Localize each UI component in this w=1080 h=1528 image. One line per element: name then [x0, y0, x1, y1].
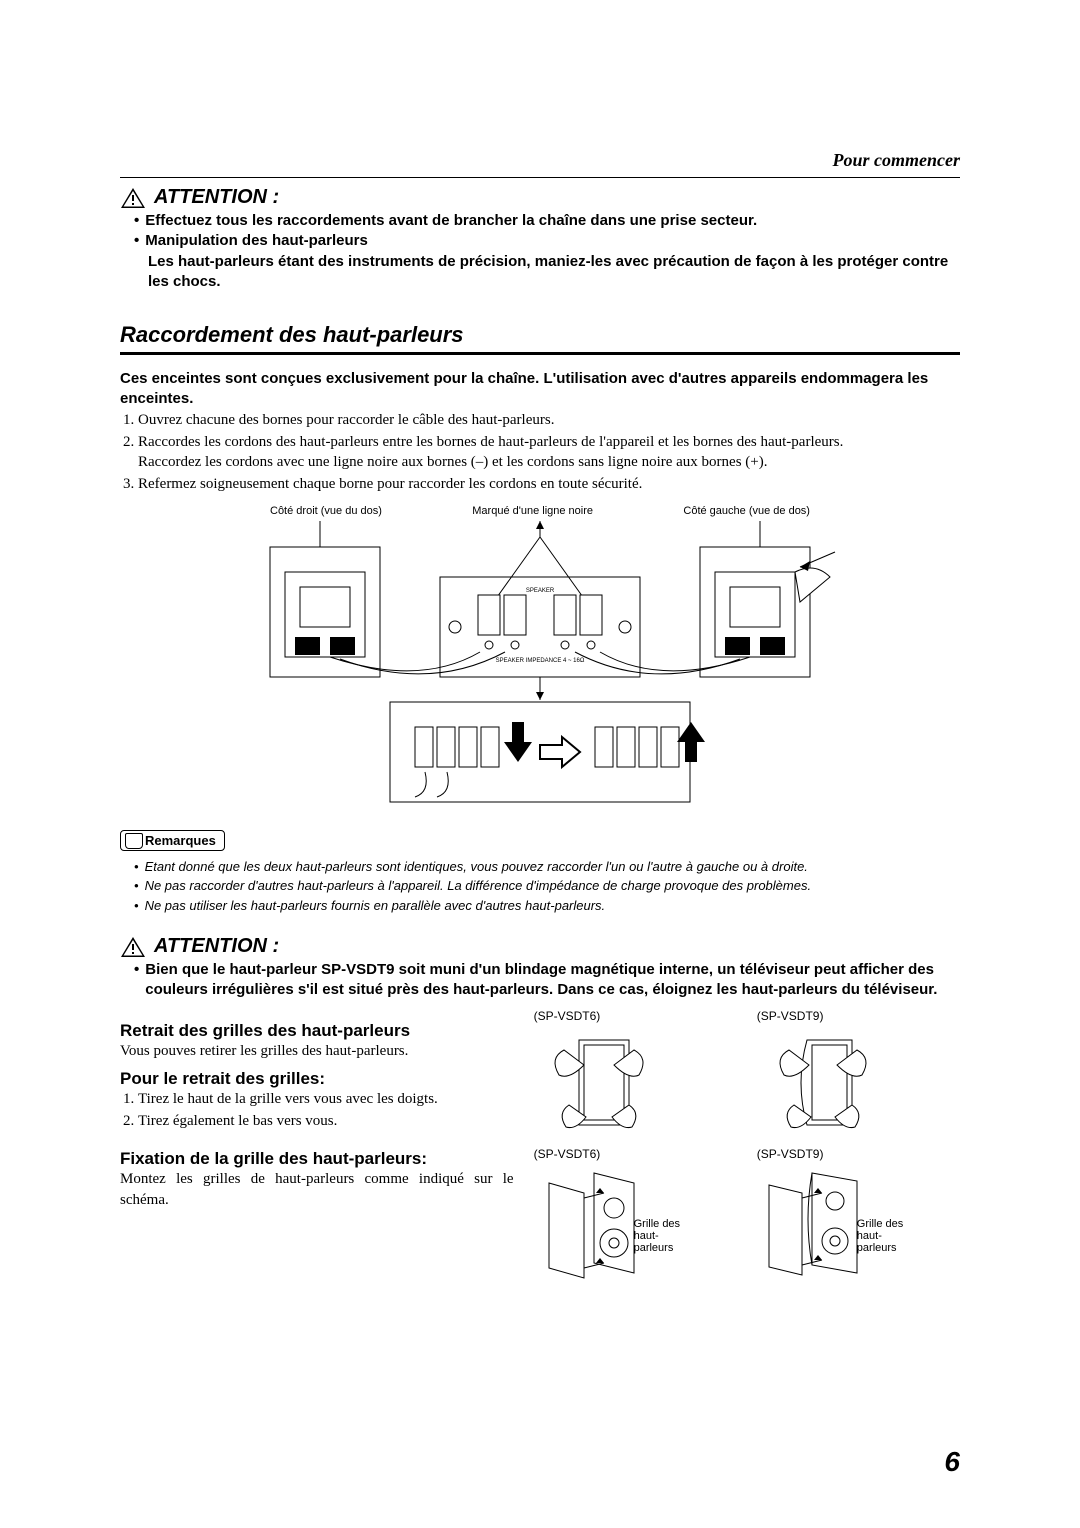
fig-attach-t9: Grille des haut-parleurs [757, 1163, 907, 1273]
attention-heading-1: ATTENTION : [120, 186, 960, 209]
diagram-label-mid: Marqué d'une ligne noire [472, 505, 593, 517]
grille-caption-1: Grille des haut-parleurs [634, 1218, 684, 1254]
fig-label-t6-2: (SP-VSDT6) [534, 1147, 737, 1161]
fixation-text: Montez les grilles de haut-parleurs comm… [120, 1169, 514, 1210]
attention-heading-2: ATTENTION : [120, 935, 960, 958]
divider-thin [120, 177, 960, 178]
svg-text:SPEAKER: SPEAKER [526, 588, 555, 594]
retrait-step-2: Tirez également le bas vers vous. [138, 1111, 514, 1131]
impedance-text: SPEAKER IMPEDANCE 4 ~ 16Ω [496, 658, 585, 664]
attention1-bullet-2: Manipulation des haut-parleurs [134, 231, 960, 251]
retrait-text: Vous pouves retirer les grilles des haut… [120, 1041, 514, 1061]
raccordement-intro: Ces enceintes sont conçues exclusivement… [120, 369, 960, 410]
attention2-text: Bien que le haut-parleur SP-VSDT9 soit m… [134, 960, 960, 1001]
section-header: Pour commencer [120, 150, 960, 171]
diagram-label-right: Côté gauche (vue de dos) [683, 505, 810, 517]
figure-grid: (SP-VSDT6) (SP-VSDT9) [534, 1009, 960, 1273]
retrait-step-1: Tirez le haut de la grille vers vous ave… [138, 1089, 514, 1109]
fig-remove-t9 [757, 1025, 907, 1135]
connection-diagram: Côté droit (vue du dos) Marqué d'une lig… [240, 505, 840, 812]
divider-thick [120, 352, 960, 355]
warning-icon [120, 936, 146, 958]
warning-icon [120, 187, 146, 209]
remarque-2: Ne pas raccorder d'autres haut-parleurs … [134, 876, 960, 896]
remarques-notes: Etant donné que les deux haut-parleurs s… [134, 857, 960, 916]
remarque-3: Ne pas utiliser les haut-parleurs fourni… [134, 896, 960, 916]
fig-label-t9-1: (SP-VSDT9) [757, 1009, 960, 1023]
page-number: 6 [944, 1446, 960, 1478]
grille-caption-2: Grille des haut-parleurs [857, 1218, 907, 1254]
step-3: Refermez soigneusement chaque borne pour… [138, 474, 960, 494]
retrait-steps: Tirez le haut de la grille vers vous ave… [138, 1089, 514, 1132]
diagram-label-left: Côté droit (vue du dos) [270, 505, 382, 517]
remarques-badge: Remarques [120, 830, 225, 851]
retrait-title: Retrait des grilles des haut-parleurs [120, 1021, 514, 1041]
step-1: Ouvrez chacune des bornes pour raccorder… [138, 410, 960, 430]
fig-label-t9-2: (SP-VSDT9) [757, 1147, 960, 1161]
fig-label-t6-1: (SP-VSDT6) [534, 1009, 737, 1023]
attention1-bullet-1: Effectuez tous les raccordements avant d… [134, 211, 960, 231]
raccordement-title: Raccordement des haut-parleurs [120, 322, 960, 348]
retrait-sub-title: Pour le retrait des grilles: [120, 1069, 514, 1089]
attention2-title: ATTENTION : [154, 935, 279, 958]
fixation-title: Fixation de la grille des haut-parleurs: [120, 1149, 514, 1169]
attention1-bullet-2-sub: Les haut-parleurs étant des instruments … [148, 252, 960, 293]
remarque-1: Etant donné que les deux haut-parleurs s… [134, 857, 960, 877]
raccordement-steps: Ouvrez chacune des bornes pour raccorder… [138, 410, 960, 495]
attention-title: ATTENTION : [154, 186, 279, 209]
step-2: Raccordes les cordons des haut-parleurs … [138, 432, 960, 473]
fig-remove-t6 [534, 1025, 684, 1135]
fig-attach-t6: Grille des haut-parleurs [534, 1163, 684, 1273]
